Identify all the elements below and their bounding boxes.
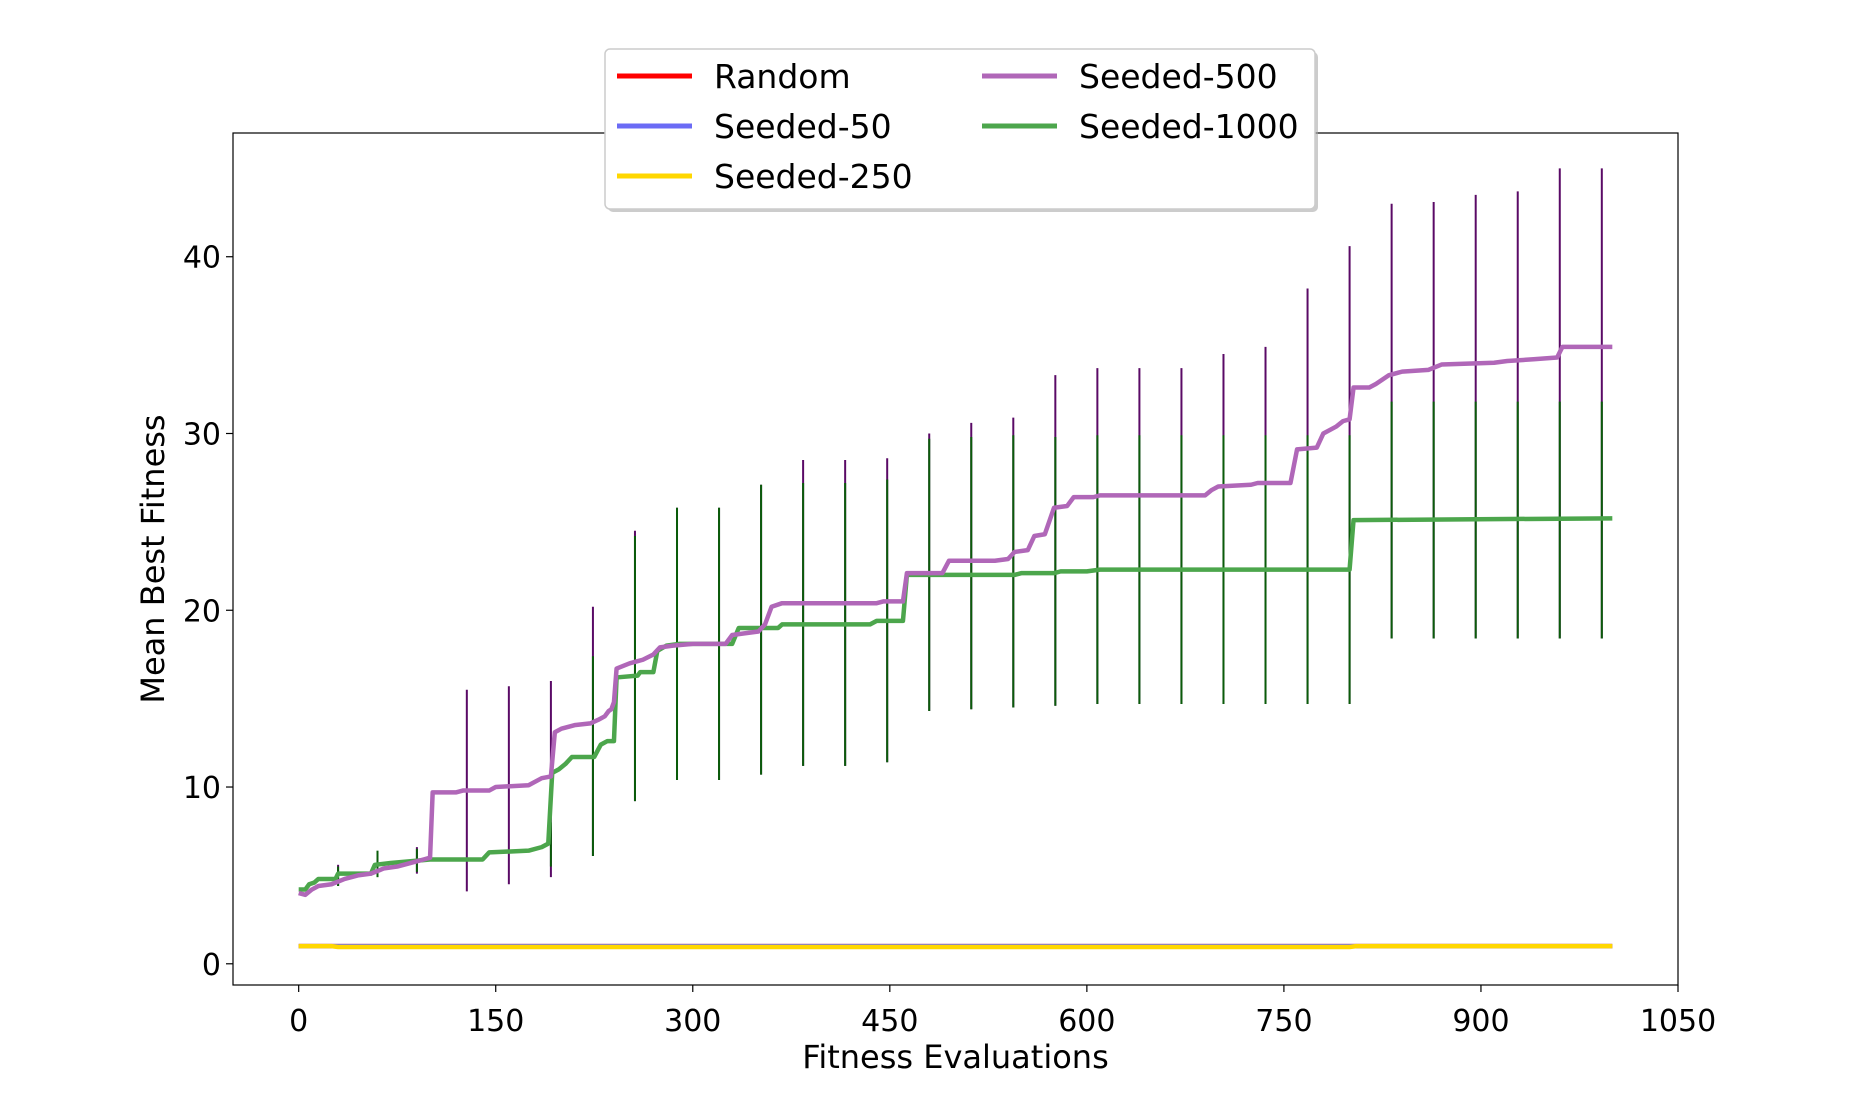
- x-tick-label: 150: [467, 1004, 524, 1039]
- axes: 0 150 300 450 600 750 900 1050 0 10 20 30 40: [183, 241, 1716, 1039]
- x-tick-label: 450: [861, 1004, 918, 1039]
- series-line-seeded-250: [298, 943, 1613, 950]
- legend: Random Seeded-50 Seeded-250 Seeded-500 Seede…: [604, 48, 1318, 212]
- y-tick-label: 0: [202, 948, 221, 983]
- legend-label-seeded-250: Seeded-250: [714, 157, 913, 196]
- legend-label-seeded-50: Seeded-50: [714, 107, 892, 146]
- x-tick-label: 0: [289, 1004, 308, 1039]
- x-tick-label: 750: [1255, 1004, 1312, 1039]
- y-tick-label: 30: [183, 417, 221, 452]
- errorbars-seeded-1000: [337, 401, 1603, 887]
- y-tick-label: 20: [183, 594, 221, 629]
- legend-label-seeded-1000: Seeded-1000: [1079, 107, 1299, 146]
- y-tick-label: 10: [183, 771, 221, 806]
- errorbars-seeded-500: [337, 168, 1603, 892]
- legend-box: [604, 48, 1316, 210]
- series-line-seeded-1000: [298, 516, 1613, 892]
- x-tick-label: 900: [1452, 1004, 1509, 1039]
- x-tick-label: 1050: [1640, 1004, 1716, 1039]
- legend-label-seeded-500: Seeded-500: [1079, 57, 1278, 96]
- series-line-seeded-500: [298, 344, 1613, 898]
- x-axis-label: Fitness Evaluations: [802, 1038, 1109, 1076]
- y-axis-label: Mean Best Fitness: [134, 414, 172, 703]
- y-tick-label: 40: [183, 241, 221, 276]
- legend-label-random: Random: [714, 57, 851, 96]
- plot-area: [298, 168, 1613, 950]
- x-tick-label: 300: [664, 1004, 721, 1039]
- x-tick-label: 600: [1058, 1004, 1115, 1039]
